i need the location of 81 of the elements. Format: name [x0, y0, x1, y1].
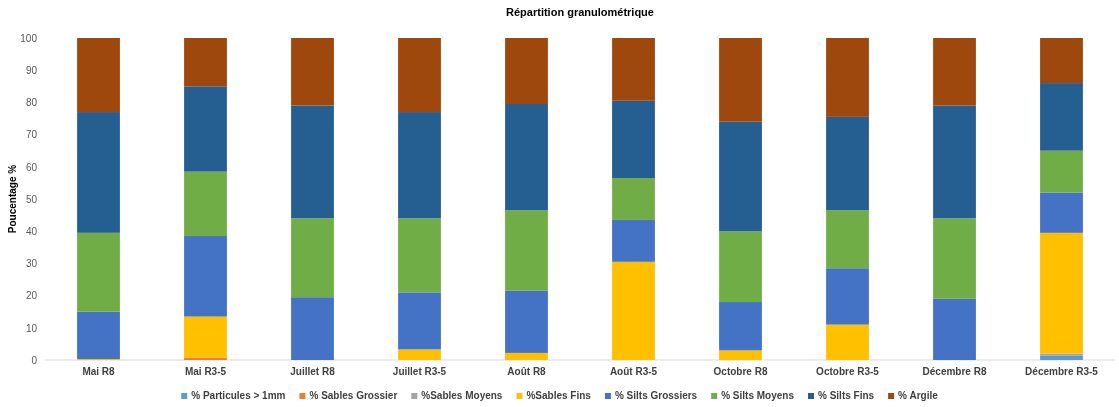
y-tick-label: 60	[25, 161, 38, 173]
bar	[1040, 355, 1083, 360]
x-tick-label: Août R8	[507, 366, 547, 378]
y-tick-label: 70	[25, 129, 38, 141]
x-tick-label: Octobre R8	[713, 366, 768, 378]
bar	[398, 38, 441, 113]
bar	[505, 38, 548, 105]
bar	[77, 311, 120, 360]
y-tick-label: 50	[25, 193, 38, 205]
y-tick-label: 20	[25, 290, 38, 302]
bar	[933, 38, 976, 106]
bar	[505, 104, 548, 211]
bar	[1040, 83, 1083, 151]
bar	[505, 352, 548, 360]
bar	[398, 218, 441, 293]
bar	[826, 324, 869, 360]
y-tick-label: 90	[25, 64, 38, 76]
bar	[398, 349, 441, 360]
bar	[719, 350, 762, 360]
bar	[184, 38, 227, 87]
bar	[719, 231, 762, 303]
bar	[612, 100, 655, 179]
bar	[612, 219, 655, 262]
bar	[505, 290, 548, 353]
bar	[291, 38, 334, 106]
x-tick-label: Août R3-5	[609, 366, 658, 378]
legend-label: % Silts Moyens	[721, 390, 795, 401]
bar	[719, 121, 762, 232]
bar	[1040, 192, 1083, 233]
bar	[826, 38, 869, 117]
bar	[184, 236, 227, 317]
bar	[1040, 353, 1083, 356]
bar	[291, 218, 334, 298]
legend-label: % Silts Fins	[817, 390, 875, 401]
bar	[291, 105, 334, 219]
bar	[933, 298, 976, 360]
legend-label: % Silts Grossiers	[614, 390, 698, 401]
x-tick-label: Juillet R8	[290, 366, 336, 378]
bar	[77, 112, 120, 233]
bar	[826, 210, 869, 269]
y-tick-label: 30	[25, 258, 38, 270]
bar	[612, 261, 655, 360]
x-tick-label: Juillet R3-5	[392, 366, 447, 378]
bar	[933, 218, 976, 299]
chart-title: Répartition granulométrique	[506, 6, 654, 18]
y-tick-label: 10	[25, 322, 38, 334]
bar	[612, 38, 655, 101]
bar	[826, 116, 869, 211]
x-tick-label: Octobre R3-5	[816, 366, 880, 378]
bar	[1040, 38, 1083, 84]
x-tick-label: Décembre R3-5	[1025, 366, 1099, 378]
y-tick-label: 0	[31, 354, 38, 366]
bar	[184, 357, 227, 360]
bar	[1040, 232, 1083, 354]
bar	[612, 178, 655, 220]
x-tick-label: Décembre R8	[922, 366, 987, 378]
bar	[291, 297, 334, 360]
bar	[77, 38, 120, 113]
bar	[505, 210, 548, 291]
legend-label: %Sables Fins	[526, 390, 592, 401]
y-tick-label: 100	[20, 32, 38, 44]
y-tick-label: 80	[25, 97, 38, 109]
bar	[719, 38, 762, 122]
y-axis-title: Poucentage %	[7, 164, 18, 234]
legend-label: % Particules > 1mm	[191, 390, 286, 401]
legend-label: % Argile	[898, 390, 939, 401]
bar	[1040, 150, 1083, 193]
bar	[719, 302, 762, 351]
bar	[398, 292, 441, 350]
x-tick-label: Mai R8	[82, 366, 116, 378]
y-tick-label: 40	[25, 225, 38, 237]
bar	[933, 105, 976, 219]
bar	[77, 232, 120, 312]
x-tick-label: Mai R3-5	[184, 366, 227, 378]
bar	[184, 316, 227, 358]
bar	[184, 171, 227, 237]
bar	[184, 86, 227, 172]
bar	[398, 112, 441, 219]
legend-label: % Sables Grossier	[309, 390, 398, 401]
bar	[826, 268, 869, 325]
legend-label: %Sables Moyens	[421, 390, 503, 401]
